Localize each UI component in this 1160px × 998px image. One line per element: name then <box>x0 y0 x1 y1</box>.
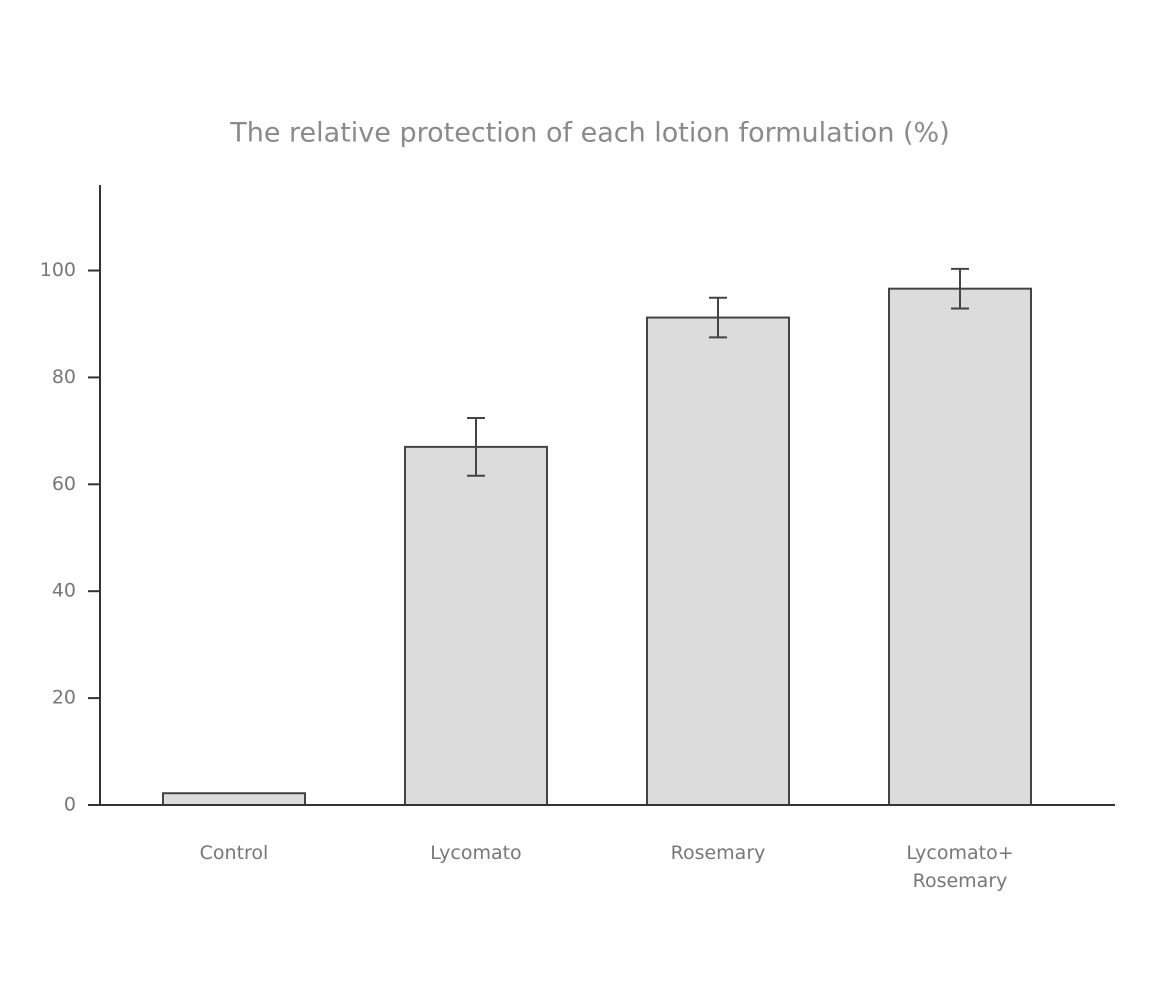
bar <box>404 445 548 806</box>
y-tick-label: 60 <box>52 473 76 495</box>
y-tick-label: 100 <box>40 259 76 281</box>
bar <box>162 792 306 807</box>
chart-title: The relative protection of each lotion f… <box>229 118 950 149</box>
x-tick-label: Lycomato <box>430 842 522 864</box>
y-tick-label: 0 <box>64 794 76 816</box>
y-tick-label: 20 <box>52 687 76 709</box>
bar <box>888 287 1032 807</box>
x-tick-label: Rosemary <box>670 842 766 864</box>
x-tick-label: Control <box>199 842 269 864</box>
x-tick-label: Lycomato+ Rosemary <box>906 842 1014 892</box>
bar <box>646 316 790 806</box>
y-tick-label: 40 <box>52 580 76 602</box>
y-tick-label: 80 <box>52 366 76 388</box>
